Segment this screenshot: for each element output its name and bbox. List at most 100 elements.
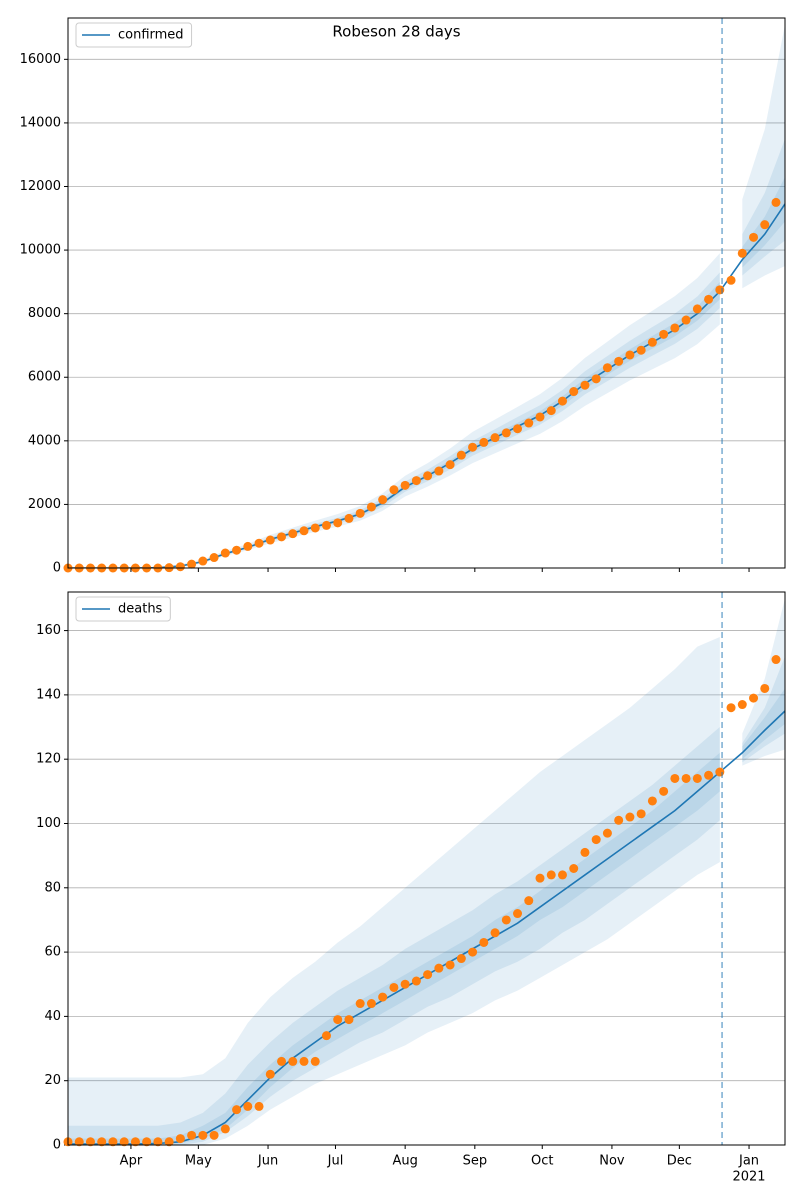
observed-point [749, 693, 759, 703]
observed-point [546, 406, 556, 416]
observed-point [647, 796, 657, 806]
x-tick-label: Oct [531, 1154, 553, 1169]
observed-point [524, 418, 534, 428]
observed-point [175, 562, 185, 572]
chart-title: Robeson 28 days [332, 23, 460, 41]
observed-point [119, 1137, 129, 1147]
observed-point [479, 937, 489, 947]
observed-point [557, 396, 567, 406]
y-tick-label: 120 [36, 752, 61, 767]
y-tick-label: 0 [53, 1138, 61, 1153]
x-tick-label: May [185, 1154, 212, 1169]
observed-point [524, 896, 534, 906]
observed-point [681, 773, 691, 783]
observed-point [670, 323, 680, 333]
observed-point [726, 275, 736, 285]
observed-point [355, 999, 365, 1009]
observed-point [299, 1056, 309, 1066]
y-tick-label: 0 [53, 561, 61, 576]
observed-point [333, 518, 343, 528]
observed-point [243, 541, 253, 551]
y-tick-label: 2000 [28, 497, 61, 512]
observed-point [692, 304, 702, 314]
y-tick-label: 16000 [20, 52, 61, 67]
x-tick-label: Nov [599, 1154, 625, 1169]
observed-point [726, 703, 736, 713]
observed-point [277, 1056, 287, 1066]
observed-point [288, 1056, 298, 1066]
observed-point [254, 538, 264, 548]
x-tick-sublabel: 2021 [732, 1170, 765, 1185]
observed-point [288, 529, 298, 539]
observed-point [749, 232, 759, 242]
observed-point [187, 559, 197, 569]
observed-point [108, 1137, 118, 1147]
observed-point [153, 1137, 163, 1147]
observed-point [445, 460, 455, 470]
observed-point [760, 683, 770, 693]
observed-point [198, 1130, 208, 1140]
observed-point [535, 873, 545, 883]
credible-band [742, 598, 785, 766]
observed-point [580, 380, 590, 390]
y-tick-label: 4000 [28, 433, 61, 448]
model-line [68, 203, 785, 568]
observed-point [591, 374, 601, 384]
legend-label: deaths [118, 602, 163, 617]
observed-point [411, 476, 421, 486]
observed-point [265, 1069, 275, 1079]
observed-point [636, 809, 646, 819]
credible-band [742, 24, 785, 289]
y-tick-label: 60 [44, 945, 61, 960]
x-tick-label: Jul [327, 1154, 344, 1169]
legend-label: confirmed [118, 28, 184, 43]
x-tick-label: Apr [120, 1154, 143, 1169]
observed-point [513, 424, 523, 434]
y-tick-label: 40 [44, 1009, 61, 1024]
observed-point [670, 773, 680, 783]
observed-point [490, 433, 500, 443]
x-tick-label: Jun [257, 1154, 278, 1169]
observed-point [715, 285, 725, 295]
observed-point [704, 294, 714, 304]
y-tick-label: 20 [44, 1073, 61, 1088]
legend-box [75, 22, 193, 48]
y-tick-label: 6000 [28, 370, 61, 385]
observed-point [209, 1130, 219, 1140]
observed-point [737, 248, 747, 258]
observed-point [232, 1105, 242, 1115]
observed-point [366, 999, 376, 1009]
observed-point [625, 350, 635, 360]
credible-band [68, 253, 720, 568]
observed-point [614, 356, 624, 366]
observed-point [198, 556, 208, 566]
observed-point [614, 815, 624, 825]
y-tick-label: 12000 [20, 179, 61, 194]
credible-band [68, 281, 720, 568]
observed-point [175, 1134, 185, 1144]
observed-point [97, 1137, 107, 1147]
observed-point [659, 786, 669, 796]
observed-point [321, 1031, 331, 1041]
observed-point [704, 770, 714, 780]
observed-point [85, 1137, 95, 1147]
observed-point [636, 345, 646, 355]
observed-point [659, 329, 669, 339]
observed-point [220, 548, 230, 558]
observed-point [602, 363, 612, 373]
observed-point [321, 520, 331, 530]
observed-point [299, 526, 309, 536]
observed-point [501, 428, 511, 438]
observed-point [243, 1101, 253, 1111]
observed-point [737, 700, 747, 710]
observed-point [130, 1137, 140, 1147]
observed-point [277, 532, 287, 542]
observed-point [400, 979, 410, 989]
observed-point [501, 915, 511, 925]
observed-point [423, 471, 433, 481]
observed-point [647, 337, 657, 347]
x-tick-label: Sep [463, 1154, 488, 1169]
observed-point [456, 954, 466, 964]
observed-point [681, 315, 691, 325]
y-tick-label: 140 [36, 687, 61, 702]
